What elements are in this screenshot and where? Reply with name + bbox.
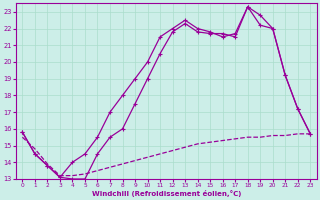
X-axis label: Windchill (Refroidissement éolien,°C): Windchill (Refroidissement éolien,°C) (92, 190, 241, 197)
